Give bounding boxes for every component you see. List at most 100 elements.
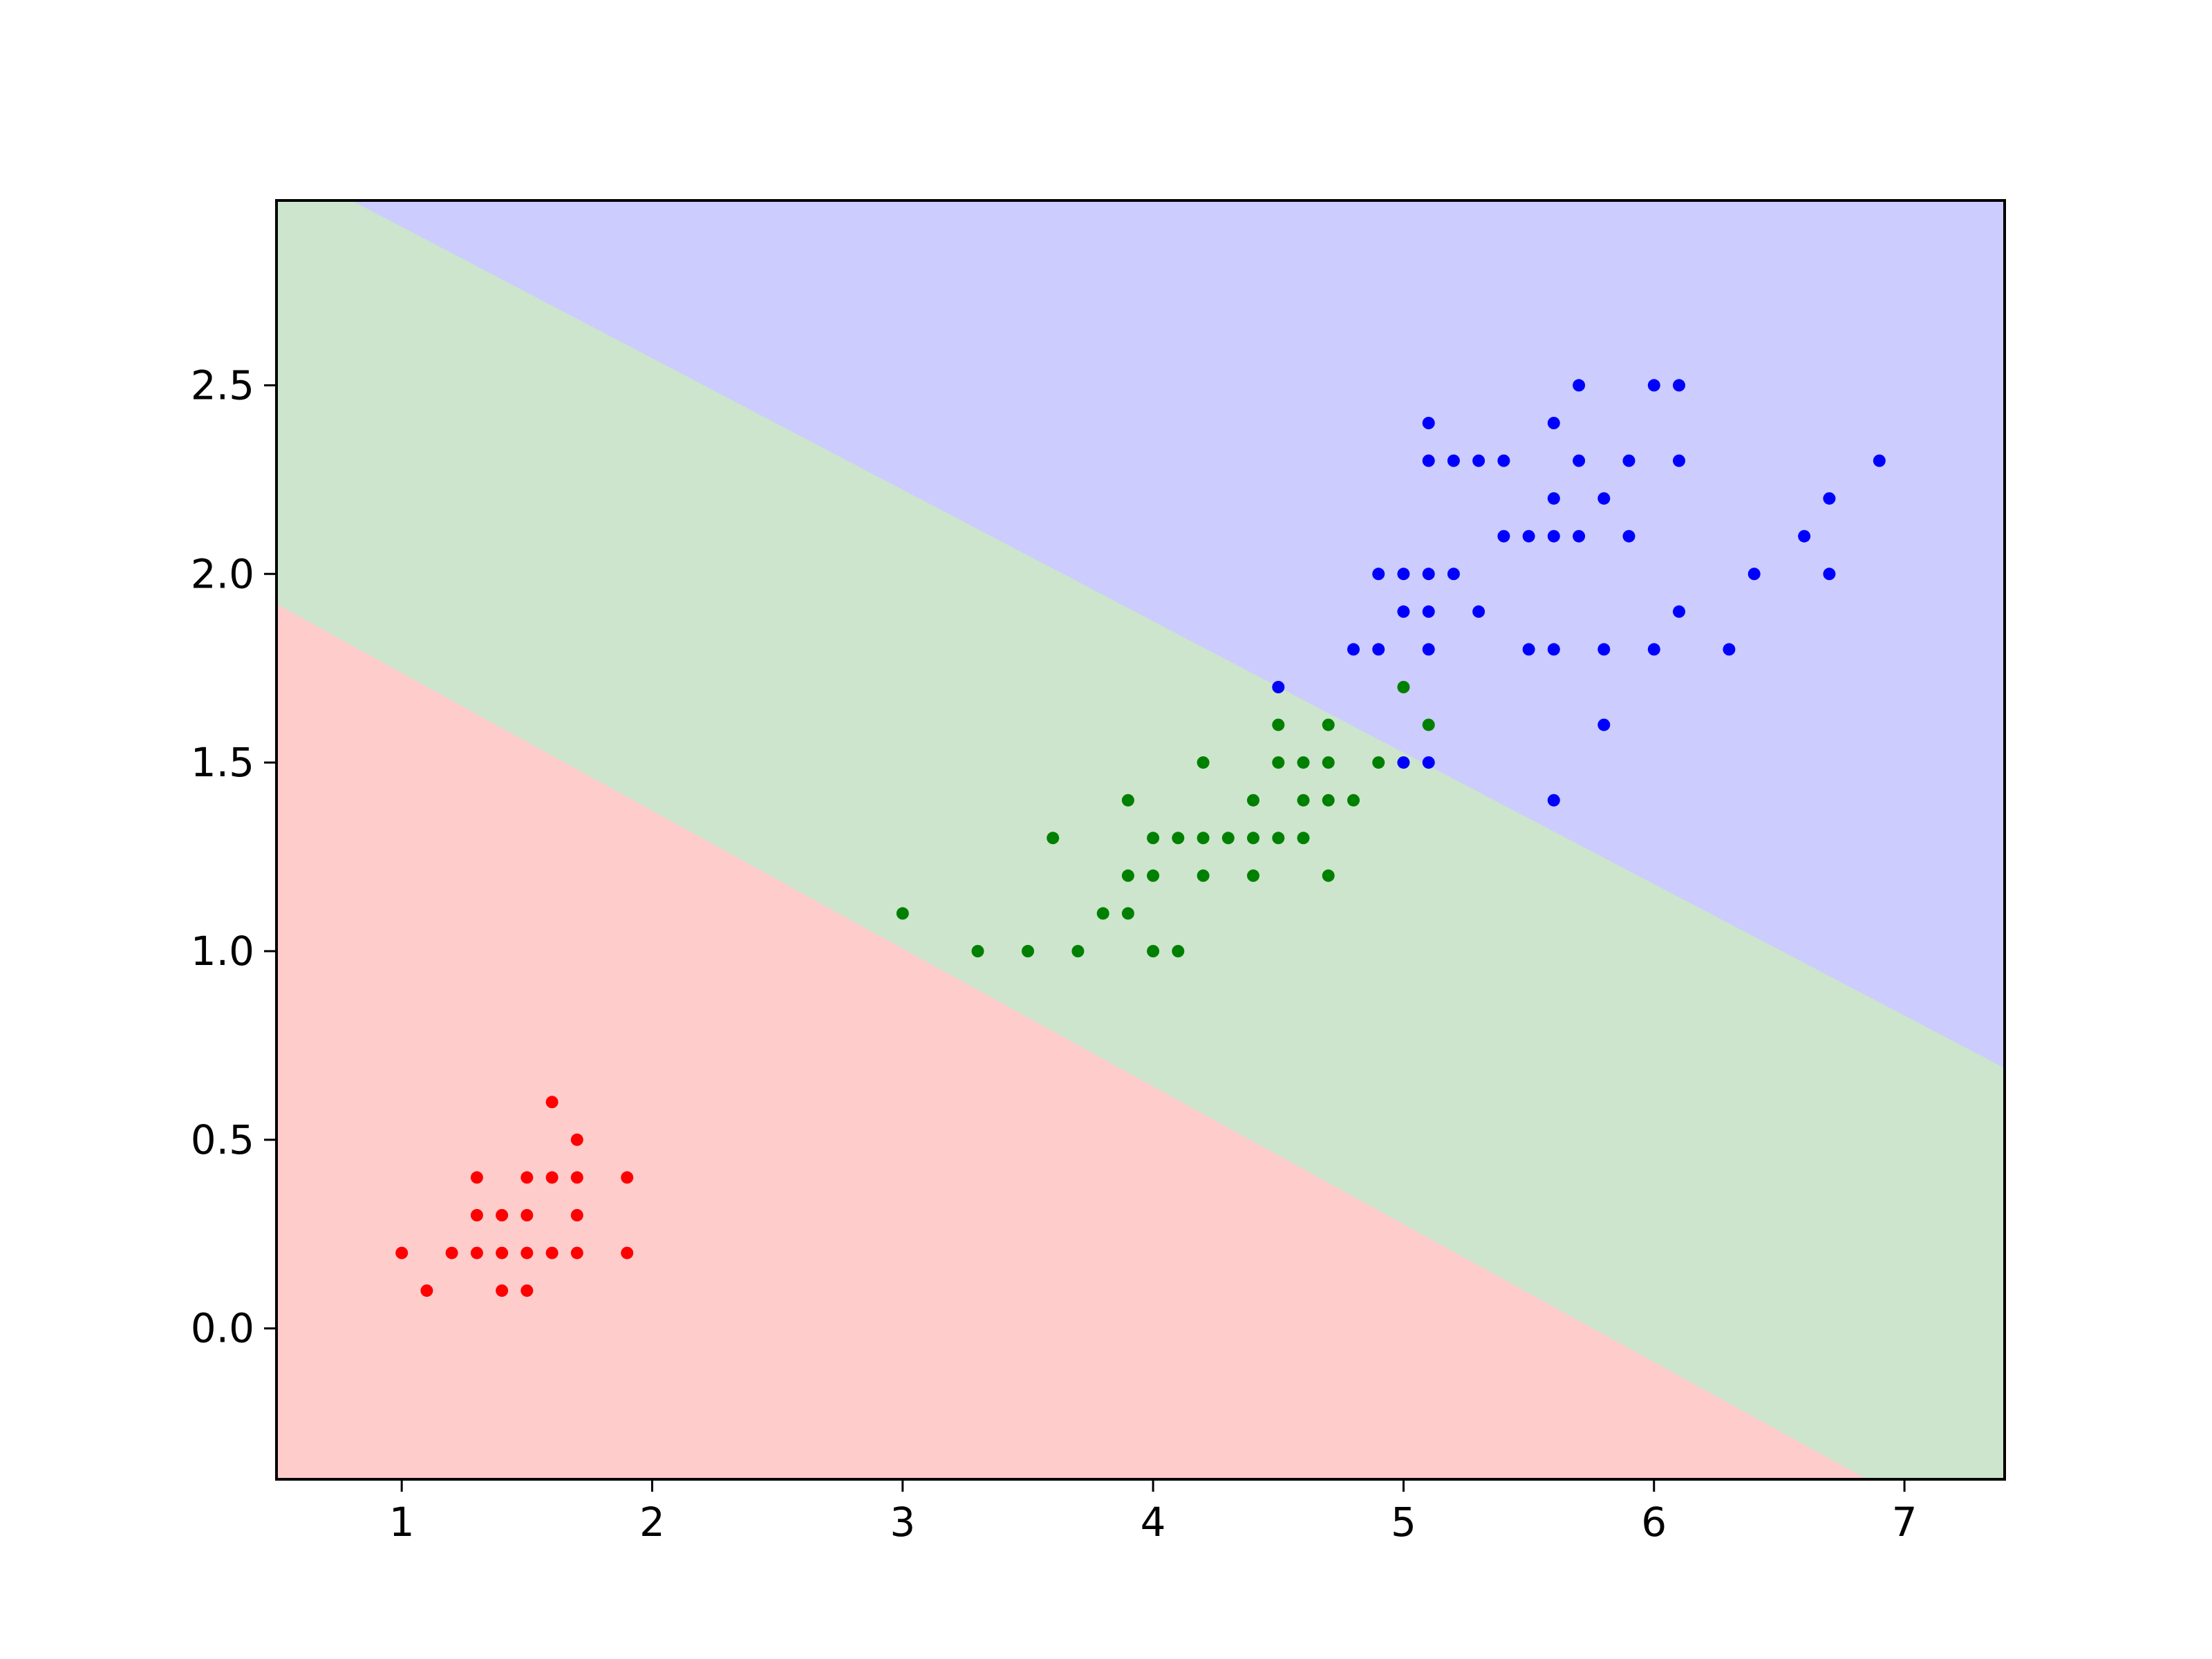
- point-s1-12: [1172, 945, 1185, 957]
- point-s2-4: [1397, 756, 1410, 769]
- point-s0-6: [496, 1284, 509, 1297]
- y-tick-label: 1.5: [191, 739, 254, 786]
- y-tick-label: 1.0: [191, 928, 254, 975]
- point-s2-43: [1823, 492, 1836, 505]
- point-s0-7: [496, 1246, 509, 1259]
- x-axis: 1 2 3 4 5 6 7: [389, 1479, 1918, 1546]
- point-s0-15: [545, 1096, 559, 1109]
- point-s0-1: [420, 1284, 433, 1297]
- point-s0-10: [521, 1246, 534, 1259]
- point-s2-15: [1472, 605, 1485, 618]
- point-s2-8: [1422, 643, 1435, 656]
- point-s2-27: [1573, 454, 1586, 467]
- point-s0-8: [496, 1209, 509, 1221]
- point-s1-4: [1071, 945, 1085, 957]
- point-s2-21: [1547, 794, 1560, 807]
- point-s2-33: [1622, 454, 1635, 467]
- point-s2-36: [1673, 605, 1685, 618]
- point-s2-34: [1647, 643, 1660, 656]
- point-s0-3: [470, 1246, 483, 1259]
- point-s1-23: [1272, 718, 1285, 731]
- point-s1-1: [971, 945, 984, 957]
- point-s2-7: [1422, 756, 1435, 769]
- point-s1-25: [1297, 794, 1310, 807]
- point-s2-42: [1823, 568, 1836, 581]
- point-s1-7: [1121, 869, 1134, 882]
- y-tick-label: 0.5: [191, 1116, 254, 1163]
- point-s2-35: [1647, 379, 1660, 392]
- point-s2-19: [1522, 643, 1535, 656]
- point-s0-9: [521, 1284, 534, 1297]
- point-s1-28: [1322, 794, 1335, 807]
- point-s2-41: [1798, 529, 1811, 543]
- point-s1-9: [1147, 945, 1160, 957]
- point-s2-39: [1723, 643, 1736, 656]
- y-tick-label: 2.0: [191, 550, 254, 597]
- point-s2-25: [1547, 417, 1560, 429]
- point-s0-14: [545, 1171, 559, 1184]
- point-s1-24: [1297, 832, 1310, 845]
- x-tick-label: 5: [1391, 1499, 1416, 1546]
- point-s1-3: [1047, 832, 1060, 845]
- decision-regions: [276, 200, 2005, 1479]
- point-s1-26: [1297, 756, 1310, 769]
- point-s1-15: [1197, 832, 1210, 845]
- plot-frame: [275, 199, 2006, 1481]
- data-points: [395, 379, 1886, 1297]
- point-s1-29: [1322, 756, 1335, 769]
- x-tick-label: 1: [389, 1499, 415, 1546]
- point-s2-16: [1472, 454, 1485, 467]
- y-axis: 0.0 0.5 1.0 1.5 2.0 2.5: [191, 362, 276, 1352]
- point-s1-18: [1247, 869, 1259, 882]
- point-s1-14: [1197, 869, 1210, 882]
- point-s1-6: [1121, 907, 1134, 920]
- point-s0-11: [521, 1209, 534, 1221]
- point-s0-12: [521, 1171, 534, 1184]
- point-s2-13: [1447, 568, 1460, 581]
- point-s2-18: [1497, 454, 1510, 467]
- point-s2-40: [1747, 568, 1761, 581]
- point-s2-20: [1522, 529, 1535, 543]
- point-s0-20: [621, 1246, 634, 1259]
- point-s1-27: [1322, 869, 1335, 882]
- x-tick-label: 7: [1892, 1499, 1918, 1546]
- point-s2-32: [1622, 529, 1635, 543]
- point-s0-5: [470, 1171, 483, 1184]
- point-s0-18: [570, 1171, 583, 1184]
- point-s1-22: [1272, 756, 1285, 769]
- point-s1-19: [1247, 832, 1259, 845]
- point-s1-13: [1172, 832, 1185, 845]
- point-s2-12: [1422, 417, 1435, 429]
- point-s2-24: [1547, 492, 1560, 505]
- point-s2-5: [1397, 605, 1410, 618]
- point-s2-38: [1673, 379, 1685, 392]
- point-s1-33: [1397, 681, 1410, 693]
- point-s2-2: [1372, 643, 1385, 656]
- point-s1-8: [1121, 794, 1134, 807]
- point-s2-28: [1573, 379, 1586, 392]
- point-s0-21: [621, 1171, 634, 1184]
- point-s2-37: [1673, 454, 1685, 467]
- x-tick-label: 6: [1641, 1499, 1667, 1546]
- y-tick-label: 0.0: [191, 1305, 254, 1352]
- point-s1-2: [1022, 945, 1034, 957]
- point-s2-0: [1272, 681, 1285, 693]
- point-s2-1: [1347, 643, 1360, 656]
- point-s0-0: [395, 1246, 409, 1259]
- point-s0-17: [570, 1209, 583, 1221]
- point-s1-17: [1221, 832, 1235, 845]
- point-s0-4: [470, 1209, 483, 1221]
- region-2: [351, 200, 2005, 1069]
- point-s2-3: [1372, 568, 1385, 581]
- point-s2-10: [1422, 568, 1435, 581]
- point-s2-17: [1497, 529, 1510, 543]
- point-s2-29: [1597, 718, 1611, 731]
- point-s2-30: [1597, 643, 1611, 656]
- point-s2-14: [1447, 454, 1460, 467]
- point-s2-9: [1422, 605, 1435, 618]
- point-s1-0: [896, 907, 909, 920]
- point-s1-31: [1347, 794, 1360, 807]
- x-tick-label: 4: [1141, 1499, 1166, 1546]
- y-tick-label: 2.5: [191, 362, 254, 409]
